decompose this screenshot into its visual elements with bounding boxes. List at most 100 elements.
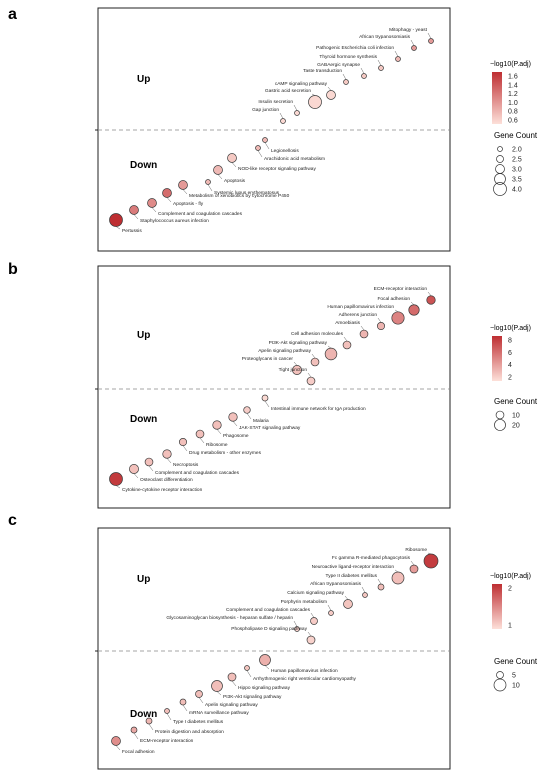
color-legend-tick-label: 6 — [508, 350, 512, 357]
point-label: mRNA surveillance pathway — [189, 710, 249, 716]
size-legend-label: 20 — [512, 423, 520, 430]
data-point — [255, 145, 261, 151]
label-leader — [133, 473, 139, 479]
label-leader — [232, 421, 238, 427]
data-point — [111, 736, 121, 746]
label-leader — [394, 50, 399, 57]
label-leader — [427, 32, 432, 39]
size-legend-label: 4.0 — [512, 187, 522, 194]
label-leader — [246, 413, 252, 420]
point-label: Complement and coagulation cascades — [155, 470, 240, 476]
label-leader — [207, 184, 213, 192]
label-leader — [133, 214, 139, 220]
point-label: Ribosome — [206, 442, 228, 448]
label-leader — [182, 189, 188, 195]
label-leader — [311, 353, 316, 359]
point-label: Complement and coagulation cascades — [226, 607, 311, 613]
data-point — [343, 79, 349, 85]
color-legend-tick-label: 2 — [508, 586, 512, 593]
point-label: ECM-receptor interaction — [374, 286, 428, 292]
label-leader — [216, 429, 222, 435]
point-label: African trypanosomiasis — [359, 34, 411, 40]
data-point — [359, 329, 369, 339]
point-label: Proteoglycans in cancer — [242, 356, 294, 362]
data-point — [310, 617, 318, 625]
panel-label: c — [8, 512, 17, 529]
point-label: Protein digestion and absorption — [155, 729, 224, 735]
label-leader — [199, 437, 205, 444]
point-label: Adherens junction — [339, 312, 378, 318]
data-point — [428, 38, 434, 44]
data-point — [179, 438, 187, 446]
data-point — [164, 708, 170, 714]
label-leader — [198, 697, 204, 704]
point-label: Phagosome — [223, 433, 249, 439]
size-legend-circle — [496, 671, 504, 679]
data-point — [243, 406, 251, 414]
point-label: Apoptosis — [224, 178, 246, 184]
point-label: Malaria — [253, 418, 269, 424]
point-label: Fc gamma R-mediated phagocytosis — [332, 555, 411, 561]
size-legend-circle — [493, 678, 507, 692]
point-label: Thyroid hormone synthesis — [319, 54, 377, 60]
label-leader — [361, 586, 366, 593]
color-legend-tick-label: 2 — [508, 375, 512, 382]
color-legend-tick-label: 0.6 — [508, 118, 518, 125]
label-leader — [148, 723, 154, 731]
point-label: Legionellosis — [271, 148, 299, 154]
point-label: Complement and coagulation cascades — [158, 211, 243, 217]
point-label: Pertussis — [122, 228, 142, 234]
label-leader — [257, 150, 263, 158]
color-legend-tick-label: 8 — [508, 338, 512, 345]
label-leader — [293, 361, 298, 366]
label-leader — [133, 732, 139, 740]
data-point — [362, 592, 368, 598]
point-label: Arrhythmogenic right ventricular cardiom… — [253, 676, 357, 682]
point-label: Type I diabetes mellitus — [173, 719, 224, 725]
label-leader — [360, 325, 365, 331]
data-point — [144, 457, 154, 467]
size-legend-label: 2.5 — [512, 157, 522, 164]
data-point — [178, 180, 188, 190]
color-legend-tick-label: 0.8 — [508, 109, 518, 116]
data-point — [377, 322, 385, 330]
point-label: Cell adhesion molecules — [291, 331, 344, 337]
label-leader — [151, 207, 157, 213]
data-point — [292, 365, 302, 375]
label-leader — [182, 704, 188, 712]
data-point — [391, 571, 405, 585]
color-legend-title: −log10(P.adj) — [490, 325, 531, 332]
data-point — [306, 376, 316, 386]
label-leader — [327, 345, 332, 349]
group-label-up: Up — [137, 330, 150, 341]
size-legend-label: 10 — [512, 683, 520, 690]
data-point — [109, 472, 123, 486]
point-label: cAMP signaling pathway — [275, 81, 328, 87]
point-label: Tight junction — [279, 367, 308, 373]
data-point — [308, 95, 322, 109]
label-leader — [307, 631, 312, 637]
data-point — [145, 717, 153, 725]
plot-frame — [97, 7, 451, 252]
data-point — [162, 449, 172, 459]
point-label: Apelin signaling pathway — [258, 348, 311, 354]
point-label: Human papillomavirus infection — [327, 304, 394, 310]
data-point — [259, 654, 271, 666]
data-point — [262, 137, 268, 143]
data-point — [195, 429, 205, 439]
panel-b: b Up ECM-receptor interaction Focal adhesio… — [8, 261, 538, 509]
data-point — [310, 357, 320, 367]
color-legend-tick-label: 1.4 — [508, 82, 518, 89]
data-point — [195, 690, 203, 698]
data-point — [109, 213, 123, 227]
panel-label: a — [8, 6, 17, 23]
label-leader — [293, 620, 298, 627]
data-point — [328, 610, 334, 616]
size-legend-title: Gene Count — [494, 131, 538, 140]
label-leader — [307, 372, 312, 378]
label-leader — [264, 665, 270, 670]
label-leader — [231, 162, 237, 168]
data-point — [129, 464, 139, 474]
